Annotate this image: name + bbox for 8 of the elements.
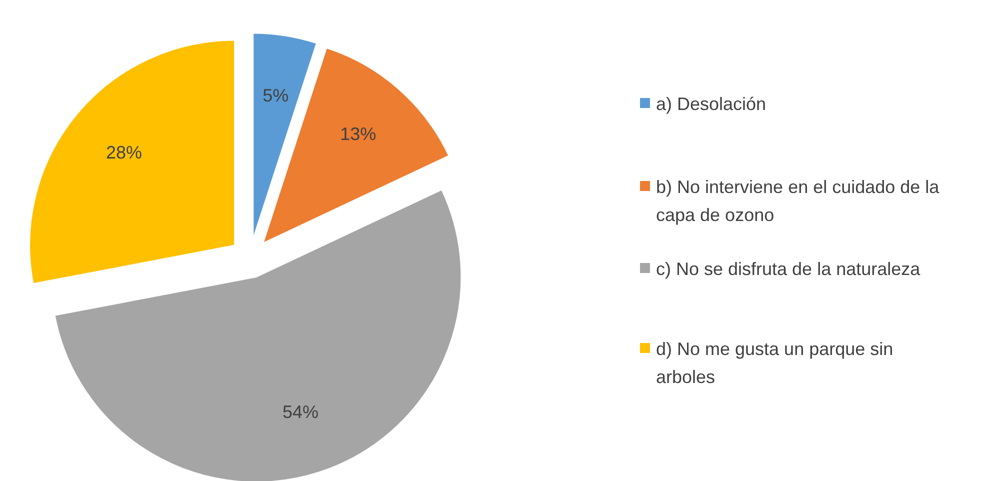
legend-label: b) No interviene en el cuidado de la capa de ozono <box>656 176 940 225</box>
data-label: 54% <box>282 402 319 422</box>
data-label: 5% <box>262 85 289 106</box>
legend-label: c) No se disfruta de la naturaleza <box>656 258 922 279</box>
data-label: 28% <box>106 142 142 163</box>
legend-label: a) Desolación <box>656 94 766 114</box>
data-label: 13% <box>340 124 376 144</box>
legend-label: d) No me gusta un parque sin arboles <box>656 338 894 387</box>
